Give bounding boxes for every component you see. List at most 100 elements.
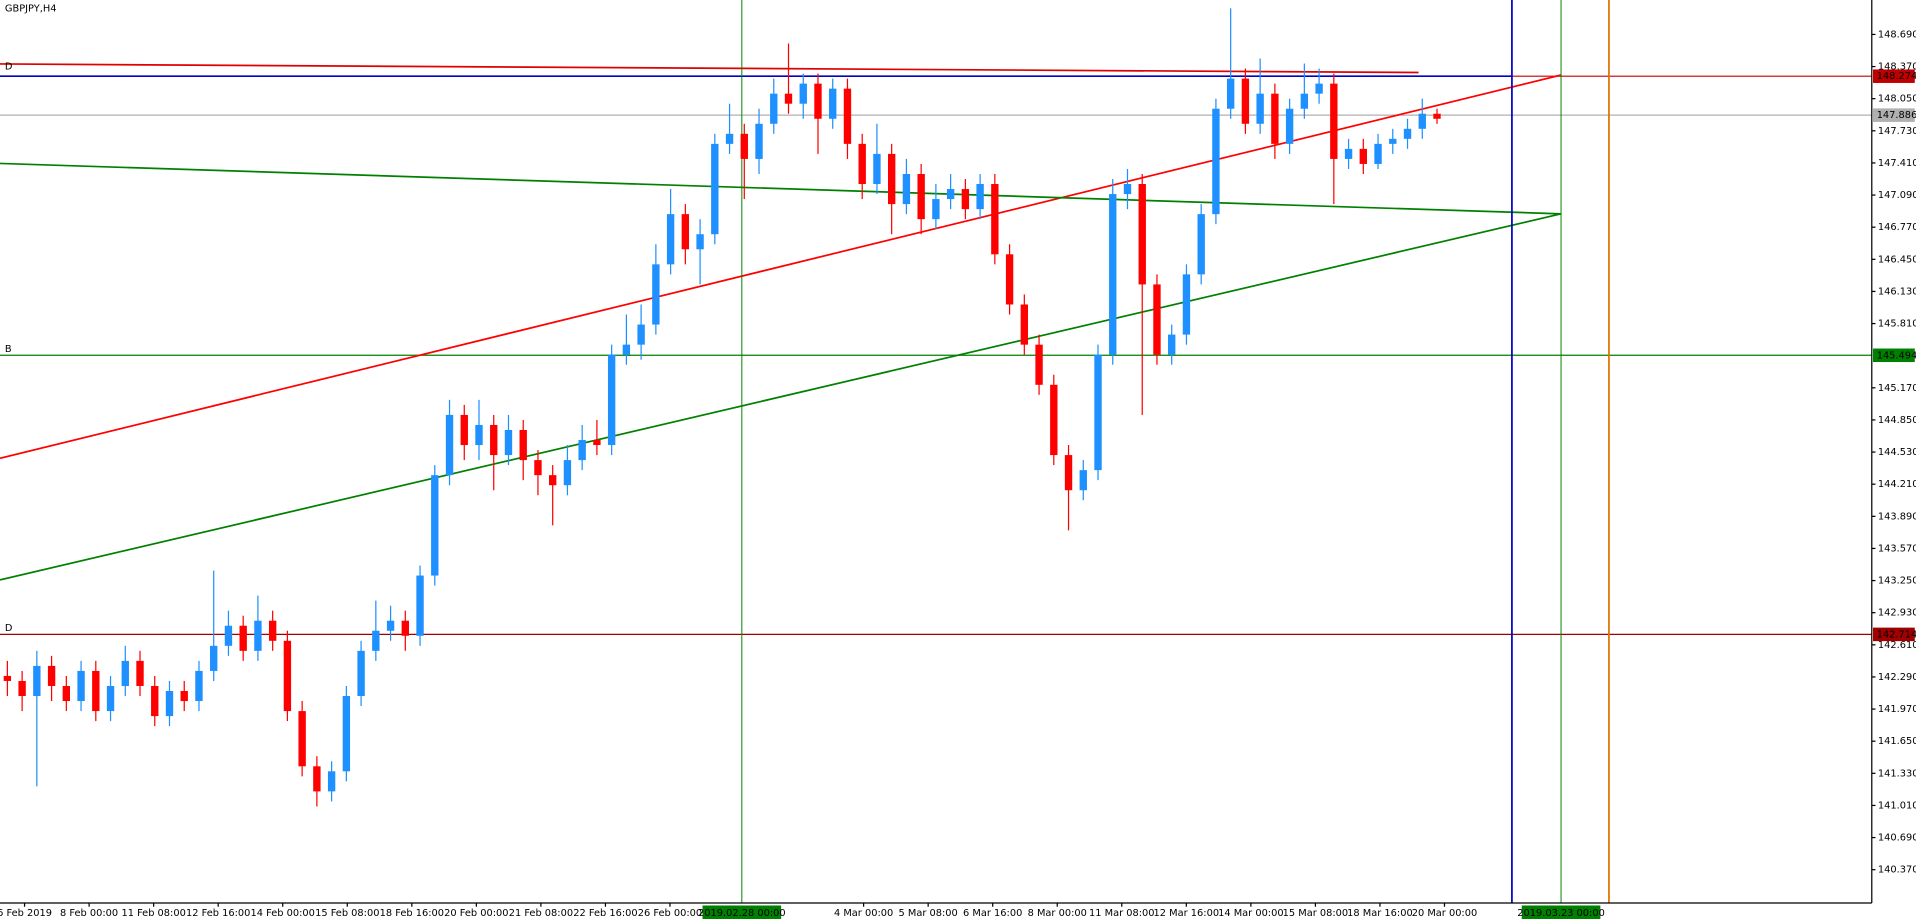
y-tick-label: 148.370: [1878, 62, 1916, 73]
candle-body: [932, 199, 940, 220]
candle-body: [799, 83, 807, 104]
candle-body: [1359, 148, 1367, 164]
candle-body: [740, 133, 748, 159]
candle-body: [121, 660, 129, 686]
candle-body: [696, 234, 704, 250]
x-tick-label: 5 Mar 08:00: [899, 908, 958, 919]
candle-body: [578, 440, 586, 461]
y-tick-label: 142.930: [1878, 608, 1916, 619]
time-axis-bg: [0, 903, 1916, 919]
candle-body: [1020, 304, 1029, 345]
candle-body: [92, 670, 100, 712]
price-marker-label: 147.886: [1877, 110, 1916, 121]
y-tick-label: 141.970: [1878, 704, 1916, 715]
candle-body: [106, 685, 115, 712]
candle-body: [1403, 128, 1412, 139]
candle-body: [1300, 93, 1309, 109]
candle-body: [1389, 138, 1397, 144]
candle-body: [77, 670, 85, 702]
candle-body: [873, 153, 881, 185]
y-tick-label: 144.210: [1878, 479, 1916, 490]
y-tick-label: 145.810: [1878, 319, 1916, 330]
candle-body: [342, 696, 351, 772]
candle-body: [239, 625, 247, 651]
y-tick-label: 142.610: [1878, 640, 1916, 651]
x-tick-label: 22 Feb 16:00: [573, 908, 637, 919]
x-tick-label: 4 Mar 00:00: [834, 908, 893, 919]
candle-body: [33, 665, 41, 697]
y-tick-label: 143.890: [1878, 511, 1916, 522]
y-tick-label: 146.770: [1878, 222, 1916, 233]
time-marker-bg: [1521, 905, 1601, 919]
x-tick-label: 18 Mar 16:00: [1347, 908, 1413, 919]
candle-body: [386, 620, 395, 631]
y-tick-label: 146.450: [1878, 254, 1916, 265]
y-tick-label: 144.850: [1878, 415, 1916, 426]
x-tick-label: 12 Feb 16:00: [186, 908, 250, 919]
candle-body: [637, 324, 645, 345]
candle-body: [357, 650, 365, 697]
x-tick-label: 6 Mar 16:00: [963, 908, 1022, 919]
candle-body: [755, 123, 763, 159]
x-tick-label: 20 Feb 00:00: [444, 908, 508, 919]
candle-body: [1094, 354, 1102, 471]
candle-body: [622, 344, 631, 355]
y-tick-label: 144.530: [1878, 447, 1916, 458]
candle-body: [829, 88, 837, 119]
candle-body: [976, 184, 984, 210]
x-tick-label: 8 Feb 00:00: [60, 908, 118, 919]
time-marker-bg: [702, 905, 782, 919]
candle-body: [1138, 184, 1146, 285]
price-marker-label: 145.494: [1877, 350, 1916, 361]
candle-body: [165, 690, 174, 717]
candle-body: [504, 429, 513, 456]
x-tick-label: 18 Feb 16:00: [380, 908, 444, 919]
candle-body: [961, 189, 970, 210]
trend-line: [0, 212, 1562, 581]
candle-body: [1271, 93, 1279, 144]
x-tick-label: 15 Feb 08:00: [315, 908, 379, 919]
candle-body: [224, 625, 233, 646]
candle-body: [711, 143, 719, 235]
line-tag: D: [5, 61, 13, 72]
candle-body: [1050, 384, 1058, 456]
candle-body: [475, 424, 483, 446]
candle-body: [1168, 334, 1176, 355]
candle-body: [1109, 194, 1117, 355]
candle-body: [549, 475, 557, 486]
candle-body: [917, 173, 925, 220]
y-tick-label: 140.690: [1878, 833, 1916, 844]
candle-body: [298, 711, 306, 767]
candle-body: [180, 690, 188, 702]
y-tick-label: 148.690: [1878, 29, 1916, 40]
price-marker-bg: [1873, 627, 1915, 642]
candle-body: [607, 354, 616, 446]
candle-body: [62, 685, 71, 702]
price-marker-bg: [1873, 69, 1915, 83]
y-tick-label: 143.250: [1878, 576, 1916, 587]
candle-body: [991, 184, 999, 255]
candle-body: [460, 414, 468, 446]
candle-body: [327, 771, 336, 792]
candle-body: [3, 675, 12, 681]
candle-body: [1256, 93, 1264, 124]
y-tick-label: 147.090: [1878, 190, 1916, 201]
candle-body: [784, 93, 793, 104]
candle-body: [1064, 455, 1073, 491]
candle-body: [902, 173, 911, 205]
trend-line: [0, 63, 1419, 74]
y-tick-label: 146.130: [1878, 286, 1916, 297]
candle-body: [47, 665, 56, 686]
price-marker-label: 148.274: [1877, 71, 1916, 82]
candle-body: [666, 214, 675, 265]
time-marker-label: 2019.03.23 00:00: [1517, 908, 1605, 919]
candle-body: [151, 685, 159, 717]
candle-body: [490, 424, 498, 456]
candle-body: [195, 670, 203, 702]
trend-line: [0, 162, 1562, 215]
candle-body: [1315, 83, 1323, 94]
candle-body: [283, 640, 292, 712]
candle-body: [814, 83, 822, 119]
